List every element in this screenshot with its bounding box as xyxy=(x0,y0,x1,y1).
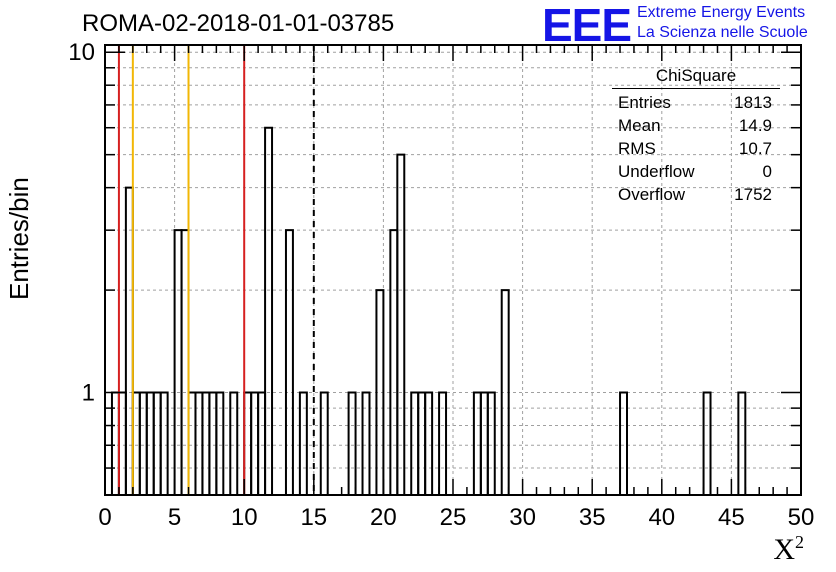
stats-row-entries: Entries 1813 xyxy=(618,93,772,112)
histogram-bin xyxy=(375,289,385,495)
y-axis-label: Entries/bin xyxy=(4,177,34,300)
histogram-bin xyxy=(159,391,169,495)
histogram-bin xyxy=(124,186,134,495)
x-tick-label: 5 xyxy=(168,504,181,531)
x-tick-label: 10 xyxy=(231,504,258,531)
x-tick-label: 50 xyxy=(788,504,815,531)
histogram-bin xyxy=(702,391,712,495)
histogram-bin xyxy=(361,391,371,495)
eee-logo: EEE xyxy=(542,0,632,51)
stats-row-mean: Mean 14.9 xyxy=(618,116,772,135)
stats-row-overflow: Overflow 1752 xyxy=(618,185,772,204)
y-tick-label: 1 xyxy=(82,380,95,407)
histogram-bin xyxy=(438,391,448,495)
stats-box: ChiSquare Entries 1813 Mean 14.9 RMS 10.7 U… xyxy=(612,66,780,206)
x-tick-label: 15 xyxy=(300,504,327,531)
histogram-bin xyxy=(347,391,357,495)
histogram-bin xyxy=(424,391,434,495)
histogram-bin xyxy=(619,391,628,495)
histogram-bin xyxy=(500,289,510,495)
x-tick-label: 25 xyxy=(440,504,467,531)
x-tick-label: 0 xyxy=(98,504,111,531)
x-tick-label: 40 xyxy=(648,504,675,531)
histogram-bin xyxy=(180,229,190,495)
plot-title: ROMA-02-2018-01-01-03785 xyxy=(82,10,395,37)
x-tick-label: 30 xyxy=(509,504,536,531)
stats-row-underflow: Underflow 0 xyxy=(618,162,772,181)
histogram-bin xyxy=(173,229,183,495)
x-tick-label: 45 xyxy=(718,504,745,531)
x-tick-label: 20 xyxy=(370,504,397,531)
histogram-bin xyxy=(737,391,747,495)
histogram-bin xyxy=(264,126,274,495)
logo-tagline-1: Extreme Energy Events xyxy=(637,4,806,21)
histogram-bin xyxy=(229,391,239,495)
histogram-bin xyxy=(486,391,496,495)
stats-row-rms: RMS 10.7 xyxy=(618,139,772,158)
logo-tagline-2: La Scienza nelle Scuole xyxy=(637,24,808,41)
y-tick-label: 10 xyxy=(68,39,95,66)
stats-box-title: ChiSquare xyxy=(612,66,780,89)
x-tick-label: 35 xyxy=(579,504,606,531)
histogram-bin xyxy=(298,391,308,495)
x-axis-label: X2 xyxy=(773,532,804,567)
histogram-bin xyxy=(215,391,225,495)
x-axis-label-superscript: 2 xyxy=(795,532,804,552)
histogram-bin xyxy=(284,229,294,495)
histogram-bin xyxy=(319,391,329,495)
x-axis-label-text: X xyxy=(773,533,795,566)
histogram-bin xyxy=(396,153,406,495)
histogram-bin xyxy=(389,229,399,495)
